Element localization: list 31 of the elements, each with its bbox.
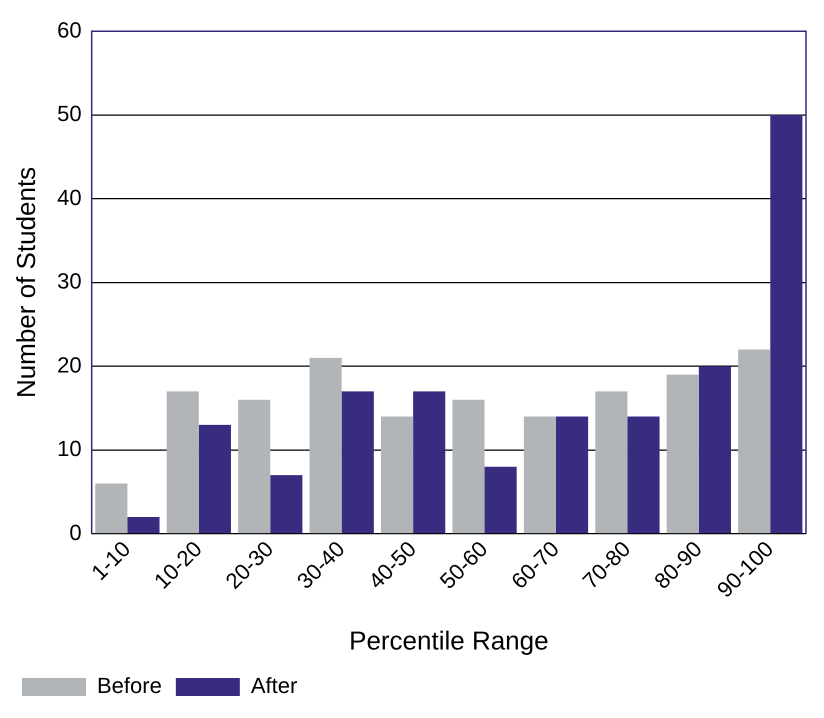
bar (556, 416, 588, 534)
bar (770, 114, 802, 534)
y-tick-label: 10 (57, 436, 82, 462)
bar (738, 349, 770, 534)
bar (595, 391, 628, 534)
legend-label: Before (97, 673, 162, 698)
y-tick-label: 50 (57, 101, 82, 126)
bar (95, 483, 128, 534)
bar (270, 475, 302, 534)
y-tick-label: 0 (69, 520, 82, 545)
bar (413, 391, 446, 534)
bar (380, 416, 414, 534)
bar (127, 516, 160, 534)
bar (452, 400, 485, 534)
legend-label: After (250, 673, 298, 698)
x-axis-title: Percentile Range (349, 626, 549, 656)
bar (666, 374, 699, 534)
y-axis-title: Number of Students (10, 166, 41, 398)
bar (342, 391, 374, 534)
y-tick-label: 60 (57, 17, 82, 42)
bar (198, 424, 231, 534)
y-tick-label: 30 (57, 268, 82, 294)
bar (627, 416, 660, 534)
bar (310, 358, 342, 534)
bar (166, 391, 199, 534)
y-tick-label: 20 (57, 352, 82, 378)
bar (698, 366, 731, 534)
y-tick-label: 40 (57, 184, 82, 210)
bar (238, 400, 270, 534)
bar (484, 466, 517, 534)
bar (524, 416, 556, 534)
